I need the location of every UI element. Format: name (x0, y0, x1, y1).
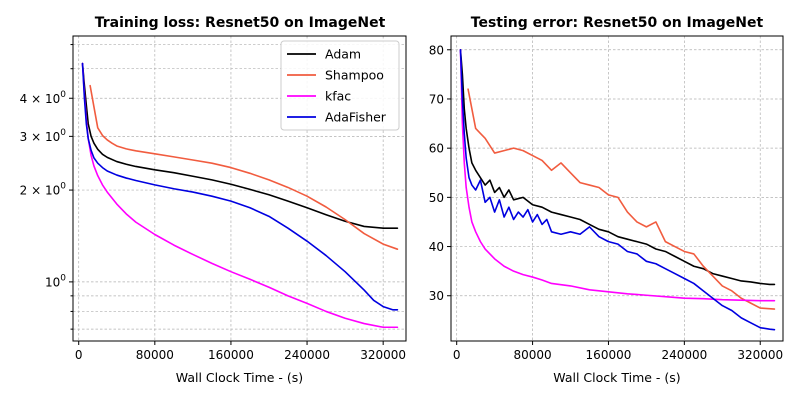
y-tick-label: 100 (45, 273, 66, 289)
y-tick-label: 60 (429, 142, 444, 156)
legend-entry-kfac: kfac (287, 89, 351, 104)
training-loss-chart: Training loss: Resnet50 on ImageNet 0 800… (20, 15, 407, 385)
x-tick-label: 320000 (360, 348, 406, 362)
legend-label-adam: Adam (325, 47, 361, 62)
y-tick-label: 70 (429, 92, 444, 106)
y-tick-label: 40 (429, 240, 444, 254)
series-line-shampoo (467, 88, 776, 310)
y-tick-base: 10 (45, 184, 60, 198)
grid (451, 36, 783, 341)
x-axis-label: Wall Clock Time - (s) (176, 370, 303, 385)
chart-title: Training loss: Resnet50 on ImageNet (95, 15, 386, 31)
legend: Adam Shampoo kfac AdaFisher (280, 40, 400, 131)
x-tick-label: 160000 (586, 348, 632, 362)
y-tick-exponent: 0 (60, 182, 66, 192)
series-line-adafisher (81, 62, 399, 311)
x-tick-label: 0 (75, 348, 83, 362)
x-tick-label: 160000 (208, 348, 254, 362)
plot-frame (450, 35, 784, 342)
testing-error-chart: Testing error: Resnet50 on ImageNet 0 800… (429, 15, 784, 385)
x-axis-ticks: 0 80000 160000 240000 320000 (453, 341, 783, 362)
x-tick-label: 80000 (136, 348, 174, 362)
y-tick-base: 10 (45, 92, 60, 106)
y-tick-label: 3 × 100 (20, 128, 67, 144)
legend-label-adafisher: AdaFisher (325, 110, 387, 125)
y-tick-coef: 2 × (20, 184, 45, 198)
series-line-shampoo (89, 84, 399, 250)
legend-entry-adafisher: AdaFisher (287, 110, 387, 125)
legend-entry-shampoo: Shampoo (287, 68, 384, 83)
y-tick-label: 30 (429, 289, 444, 303)
y-tick-label: 4 × 100 (20, 90, 67, 106)
x-tick-label: 240000 (284, 348, 330, 362)
legend-label-kfac: kfac (325, 89, 351, 104)
x-axis-ticks: 0 80000 160000 240000 320000 (75, 341, 406, 362)
y-tick-exponent: 0 (60, 273, 66, 283)
series-lines (81, 62, 399, 329)
x-tick-label: 0 (453, 348, 461, 362)
y-tick-exponent: 0 (60, 90, 66, 100)
y-tick-coef: 3 × (20, 130, 45, 144)
series-line-kfac (81, 62, 399, 329)
x-tick-label: 240000 (661, 348, 707, 362)
legend-entry-adam: Adam (287, 47, 361, 62)
y-tick-exponent: 0 (60, 128, 66, 138)
y-tick-label: 80 (429, 43, 444, 57)
series-line-adam (81, 62, 399, 229)
y-axis-ticks: 30 40 50 60 70 80 (429, 43, 451, 303)
y-tick-coef: 4 × (20, 92, 45, 106)
series-lines (459, 48, 776, 331)
series-line-adam (459, 48, 776, 286)
x-tick-label: 80000 (513, 348, 551, 362)
y-tick-label: 2 × 100 (20, 182, 67, 198)
series-line-adafisher (459, 48, 776, 331)
series-line-kfac (459, 48, 776, 302)
y-tick-label: 50 (429, 191, 444, 205)
x-axis-label: Wall Clock Time - (s) (553, 370, 680, 385)
x-tick-label: 320000 (737, 348, 783, 362)
plot-frame (72, 35, 407, 342)
chart-title: Testing error: Resnet50 on ImageNet (471, 15, 764, 31)
legend-box (280, 40, 400, 131)
y-tick-base: 10 (45, 130, 60, 144)
y-tick-base: 10 (45, 275, 60, 289)
legend-label-shampoo: Shampoo (325, 68, 384, 83)
